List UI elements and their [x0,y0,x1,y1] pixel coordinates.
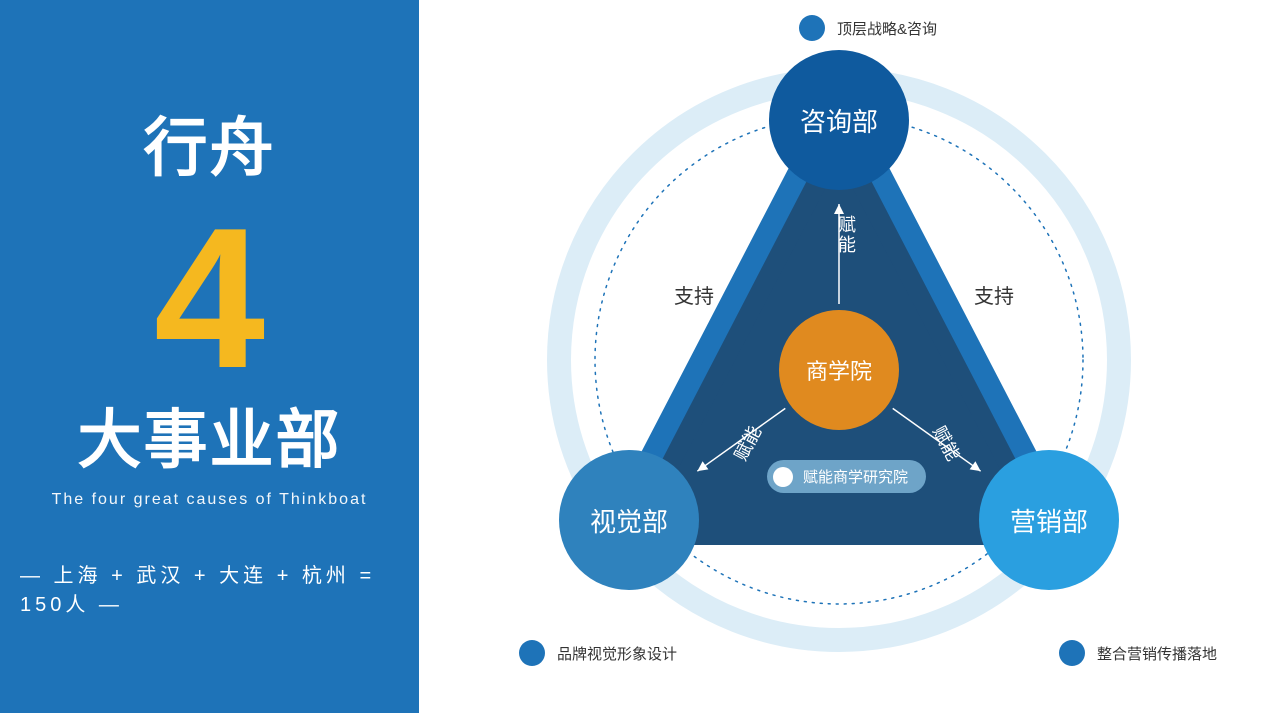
left-english: The four great causes of Thinkboat [52,491,368,509]
callout-left: 品牌视觉形象设计 [519,640,677,666]
callout-right: 整合营销传播落地 [1059,640,1217,666]
node-visual: 视觉部 [559,450,699,590]
left-number: 4 [154,199,265,399]
callout-dot-icon [799,15,825,41]
callout-left-label: 品牌视觉形象设计 [557,643,677,664]
left-footer: — 上海 + 武汉 + 大连 + 杭州 = 150人 — [20,559,399,617]
node-marketing: 营销部 [979,450,1119,590]
support-label-right: 支持 [974,280,1014,309]
left-title: 行舟 [144,97,276,189]
pill-dot-icon [773,467,793,487]
callout-dot-icon [519,640,545,666]
callout-dot-icon [1059,640,1085,666]
callout-top: 顶层战略&咨询 [799,15,937,41]
center-pill-label: 赋能商学研究院 [803,466,908,487]
left-subtitle: 大事业部 [78,389,342,481]
callout-right-label: 整合营销传播落地 [1097,643,1217,664]
node-business-school: 商学院 [779,310,899,430]
empower-label-top: 赋能 [833,215,859,255]
center-pill: 赋能商学研究院 [767,460,926,493]
callout-top-label: 顶层战略&咨询 [837,18,937,39]
right-panel: 顶层战略&咨询 品牌视觉形象设计 整合营销传播落地 咨询部 视觉部 营销部 商学… [419,0,1269,713]
left-panel: 行舟 4 大事业部 The four great causes of Think… [0,0,419,713]
support-label-left: 支持 [674,280,714,309]
org-diagram: 顶层战略&咨询 品牌视觉形象设计 整合营销传播落地 咨询部 视觉部 营销部 商学… [419,0,1269,713]
node-consulting: 咨询部 [769,50,909,190]
